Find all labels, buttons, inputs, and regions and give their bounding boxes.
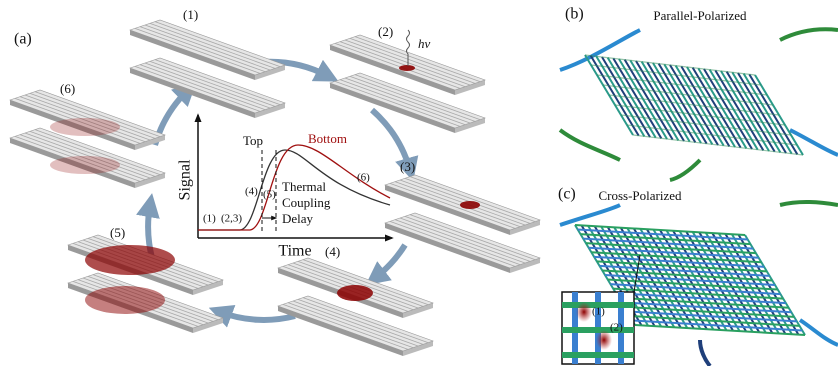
step-label: (6) — [60, 81, 75, 96]
panel-label: (b) — [565, 6, 584, 23]
lead — [700, 340, 710, 366]
hotspot — [85, 286, 165, 314]
series-label: Top — [243, 133, 263, 148]
inset-label: (1) — [592, 306, 605, 318]
lead — [790, 130, 838, 155]
phase-label: (5) — [263, 189, 276, 201]
step-label: (1) — [183, 7, 198, 22]
inset-wire — [562, 352, 634, 358]
series-label: Bottom — [308, 131, 347, 146]
inset-wire — [562, 327, 634, 333]
phase-label: (4) — [245, 186, 258, 198]
inset-hotspot — [576, 302, 592, 322]
hotspot — [337, 285, 373, 301]
phase-label: (6) — [357, 172, 370, 184]
lead — [560, 130, 620, 160]
hotspot — [50, 118, 120, 136]
lead — [560, 205, 620, 225]
inset-label: (2) — [610, 322, 623, 334]
photon-label: hν — [418, 36, 431, 51]
panel-label: (a) — [14, 31, 32, 48]
annotation: Delay — [282, 211, 314, 226]
hotspot — [460, 201, 480, 209]
hotspot — [399, 65, 415, 71]
step-label: (2) — [378, 24, 393, 39]
panel-title: Parallel-Polarized — [653, 8, 747, 23]
parallel-mesh — [560, 29, 838, 180]
signal-plot: Signal Time Top Bottom Thermal Coupling … — [177, 115, 392, 260]
hotspot — [50, 156, 120, 174]
x-axis-label: Time — [278, 243, 311, 260]
panel-label: (c) — [558, 186, 576, 203]
lead — [670, 160, 700, 180]
lead — [780, 29, 838, 40]
step-label: (5) — [110, 225, 125, 240]
phase-label: (1) — [203, 213, 216, 225]
figure: (a) (1) (2) (3) (4) (5) (6) hν Signal Ti… — [0, 0, 838, 366]
annotation: Thermal — [282, 179, 326, 194]
lead — [780, 202, 838, 205]
step-label: (3) — [400, 159, 415, 174]
step-label: (4) — [325, 244, 340, 259]
hotspot — [85, 245, 175, 275]
panel-title: Cross-Polarized — [598, 188, 682, 203]
phase-label: (2,3) — [221, 213, 242, 225]
y-axis-label: Signal — [177, 159, 194, 200]
lead — [800, 320, 838, 345]
annotation: Coupling — [282, 195, 331, 210]
